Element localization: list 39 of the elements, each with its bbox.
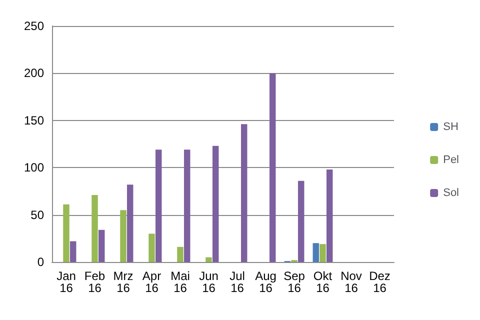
x-tick-label: Aug 16 [255, 269, 276, 295]
bar [177, 246, 184, 262]
x-tick-label: Feb 16 [84, 269, 106, 295]
bar [240, 124, 248, 262]
legend-label: Pel [443, 154, 460, 166]
x-tick-label: Nov 16 [340, 269, 362, 295]
bar [212, 146, 219, 262]
bar [312, 243, 320, 262]
bar [92, 194, 98, 262]
x-tick-label: Apr 16 [142, 269, 162, 295]
bar [148, 234, 155, 262]
x-tick-label: Sep 16 [284, 269, 306, 295]
bar [184, 150, 190, 262]
bar [126, 184, 134, 262]
legend-label: Sol [443, 187, 460, 199]
bar [70, 241, 76, 262]
y-tick-label: 250 [24, 19, 44, 33]
bar [63, 204, 70, 262]
x-tick-label: Okt 16 [313, 269, 333, 295]
bar [120, 210, 126, 262]
bar [206, 257, 212, 262]
bar [155, 150, 162, 262]
x-tick-label: Mai 16 [170, 269, 190, 295]
x-tick-label: Jan 16 [56, 269, 76, 295]
bar [269, 73, 276, 262]
x-tick-label: Jul 16 [230, 269, 245, 295]
legend-label: SH [443, 121, 458, 133]
y-tick-label: 50 [30, 208, 44, 222]
y-tick-label: 150 [24, 113, 44, 128]
x-tick-label: Mrz 16 [113, 269, 134, 295]
y-tick-label: 200 [24, 66, 44, 80]
bar [98, 230, 105, 262]
y-tick-label: 0 [37, 255, 44, 269]
bar [320, 244, 326, 262]
bar [298, 180, 304, 262]
x-tick-label: Jun 16 [199, 269, 218, 295]
bar [326, 169, 333, 262]
y-tick-label: 100 [24, 160, 44, 175]
x-tick-label: Dez 16 [369, 269, 390, 295]
